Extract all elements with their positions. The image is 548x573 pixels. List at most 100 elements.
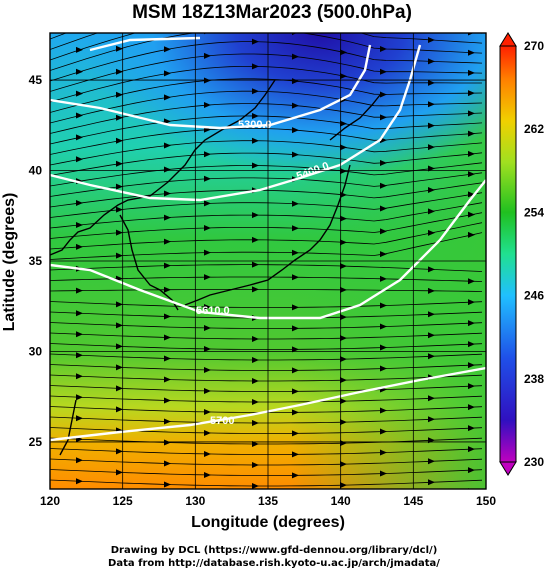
streamline-arrow — [340, 263, 347, 270]
colorbar-tick-254: 254 — [524, 205, 544, 219]
streamline-arrow — [116, 160, 123, 167]
streamline-arrow — [252, 286, 259, 293]
streamline-arrow — [468, 69, 475, 76]
streamline-arrow — [252, 461, 259, 468]
streamline-arrow — [116, 206, 123, 213]
streamline-arrow — [340, 168, 347, 175]
streamline-arrow — [76, 156, 83, 163]
contour-upper — [89, 36, 201, 52]
contour-label-5610: 5610.0 — [196, 305, 230, 317]
streamline-arrow — [428, 395, 435, 402]
streamline-arrow — [292, 200, 299, 207]
streamline-arrow — [116, 137, 123, 144]
streamline-arrow — [76, 478, 83, 485]
colorbar-tick-230: 230 — [524, 455, 544, 469]
contour-5610 — [50, 179, 486, 320]
streamline — [50, 140, 483, 166]
streamline-arrow — [468, 446, 475, 453]
streamline-arrow — [164, 70, 171, 77]
streamline-arrow — [204, 175, 211, 182]
streamline — [50, 90, 483, 124]
streamline-arrow — [380, 407, 387, 414]
streamline-arrow — [428, 208, 435, 215]
streamline-arrow — [428, 332, 435, 339]
streamline-arrow — [204, 366, 211, 373]
streamline-arrow — [468, 49, 475, 56]
streamline-arrow — [292, 151, 299, 158]
streamline — [50, 479, 483, 487]
streamline-arrow — [116, 448, 123, 455]
streamline-arrow — [428, 58, 435, 65]
streamline-arrow — [292, 451, 299, 458]
streamline-arrow — [468, 150, 475, 157]
streamline-arrow — [468, 299, 475, 306]
streamline-arrow — [164, 142, 171, 149]
streamline-arrow — [164, 238, 171, 245]
credit-data: Data from http://database.rish.kyoto-u.a… — [108, 558, 440, 569]
x-tick-140: 140 — [331, 494, 351, 508]
streamline — [50, 182, 483, 208]
streamline-arrow — [292, 127, 299, 134]
streamline-arrow — [340, 144, 347, 151]
streamline-arrow — [204, 303, 211, 310]
streamline-arrow — [428, 36, 435, 43]
colorbar: 270 262 254 246 238 230 — [499, 32, 544, 476]
streamline-arrow — [164, 262, 171, 269]
streamline-arrow — [116, 364, 123, 371]
streamline-arrow — [292, 102, 299, 109]
y-tick-labels: 25 30 35 40 45 — [29, 73, 43, 449]
streamline-arrow — [340, 356, 347, 363]
coastlines — [50, 79, 381, 456]
streamline-arrow — [340, 377, 347, 384]
x-tick-150: 150 — [476, 494, 496, 508]
streamline-arrow — [468, 425, 475, 432]
streamline-arrow — [340, 419, 347, 426]
streamline-arrow — [164, 286, 171, 293]
streamline — [50, 458, 483, 466]
streamline-arrow — [204, 471, 211, 478]
streamline-arrow — [252, 162, 259, 169]
streamline-arrow — [468, 341, 475, 348]
streamline-arrow — [428, 353, 435, 360]
streamline-arrow — [468, 171, 475, 178]
streamline-arrow — [340, 286, 347, 293]
colorbar-ramp — [499, 45, 517, 463]
streamline-arrow — [164, 190, 171, 197]
streamline-arrow — [380, 428, 387, 435]
y-axis-label: Latitude (degrees) — [1, 193, 18, 332]
graticule — [50, 33, 486, 489]
streamline-arrow — [204, 450, 211, 457]
streamline — [50, 53, 483, 92]
streamline-arrow — [164, 460, 171, 467]
streamline-arrow — [380, 68, 387, 75]
coast-korea — [119, 214, 179, 311]
streamline-arrow — [204, 345, 211, 352]
streamline-arrow — [428, 479, 435, 486]
streamline-arrow — [292, 78, 299, 85]
streamline-arrow — [116, 229, 123, 236]
streamline-arrow — [204, 387, 211, 394]
streamline-arrow — [468, 110, 475, 117]
streamline-arrow — [468, 211, 475, 218]
x-tick-120: 120 — [40, 494, 60, 508]
streamline-arrow — [164, 397, 171, 404]
streamline-arrow — [292, 472, 299, 479]
colorbar-tick-246: 246 — [524, 289, 544, 303]
streamline — [50, 33, 483, 71]
streamline — [50, 416, 483, 424]
streamline-arrow — [340, 314, 347, 321]
x-axis-label: Longitude (degrees) — [191, 514, 345, 531]
plot-area: 5300.0 5400.0 5610.0 5700 — [50, 22, 486, 489]
streamline-arrow — [76, 331, 83, 338]
streamline-arrow — [164, 22, 171, 28]
streamline-arrow — [428, 287, 435, 294]
height-contours — [50, 36, 486, 442]
contour-5400 — [50, 44, 422, 202]
colorbar-tick-270: 270 — [524, 39, 544, 53]
streamline-arrow — [204, 429, 211, 436]
streamline-arrow — [116, 91, 123, 98]
streamline-arrow — [204, 249, 211, 256]
colorbar-tick-labels: 270 262 254 246 238 230 — [524, 39, 544, 469]
streamline-arrow — [116, 301, 123, 308]
streamline-arrow — [468, 231, 475, 238]
